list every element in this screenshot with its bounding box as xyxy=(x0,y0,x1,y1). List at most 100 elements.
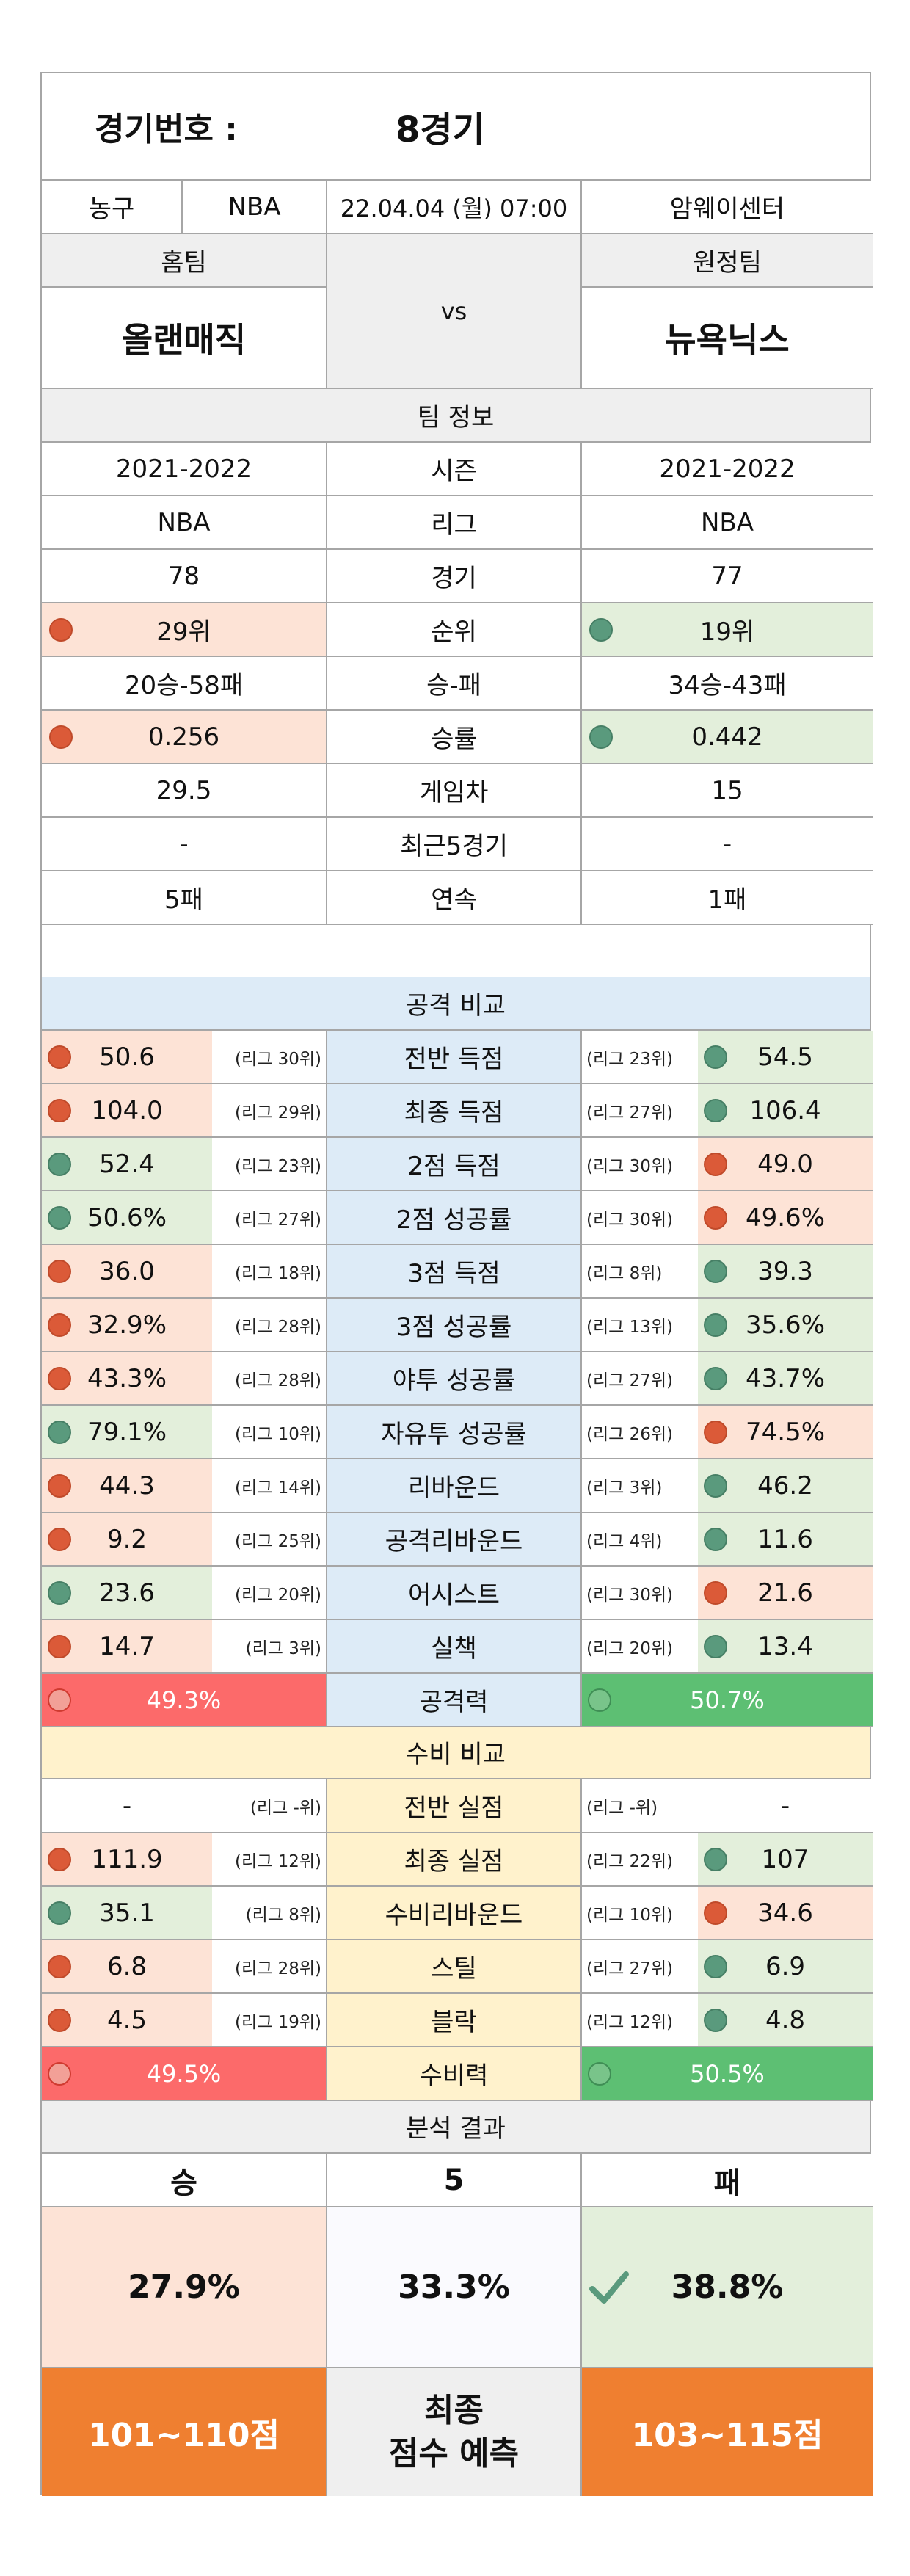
home-rank: (리그 28위) xyxy=(212,1299,327,1352)
home-value-cell: 35.1 xyxy=(42,1887,212,1940)
home-value: 29.5 xyxy=(156,775,212,805)
away-value: 19위 xyxy=(699,617,755,647)
away-rank: (리그 27위) xyxy=(582,1352,698,1406)
home-value-cell: 5패 xyxy=(42,871,327,925)
red-circle-icon xyxy=(704,1901,727,1925)
away-total-cell: 50.5% xyxy=(582,2047,873,2101)
away-value: 15 xyxy=(711,775,743,805)
away-value: 4.8 xyxy=(765,2005,806,2035)
match-info-row: 농구 NBA 22.04.04 (월) 07:00 암웨이센터 xyxy=(42,181,873,234)
home-value-cell: 23.6 xyxy=(42,1567,212,1620)
result-pct-row: 27.9% 33.3% 38.8% xyxy=(42,2207,873,2368)
away-value-cell: 1패 xyxy=(582,871,873,925)
green-circle-icon xyxy=(588,1688,611,1712)
defense-row: 35.1 (리그 8위) 수비리바운드 (리그 10위) 34.6 xyxy=(42,1887,873,1940)
lose-pct-cell: 38.8% xyxy=(582,2207,873,2368)
away-value-cell: 77 xyxy=(582,550,873,603)
home-total-cell: 49.3% xyxy=(42,1674,327,1727)
venue-cell: 암웨이센터 xyxy=(582,181,873,234)
red-circle-icon xyxy=(48,2061,71,2086)
home-value-cell: - xyxy=(42,818,327,871)
team-info-row: 29위 순위 19위 xyxy=(42,603,873,657)
away-rank: (리그 8위) xyxy=(582,1245,698,1299)
away-team-name: 뉴욕닉스 xyxy=(582,288,873,389)
attack-row: 104.0 (리그 29위) 최종 득점 (리그 27위) 106.4 xyxy=(42,1084,873,1138)
home-rank: (리그 18위) xyxy=(212,1245,327,1299)
away-value: 13.4 xyxy=(757,1631,813,1661)
attack-row: 23.6 (리그 20위) 어시스트 (리그 30위) 21.6 xyxy=(42,1567,873,1620)
away-value: - xyxy=(780,1790,790,1821)
datetime-cell: 22.04.04 (월) 07:00 xyxy=(327,181,582,234)
stat-label: 최종 실점 xyxy=(327,1833,582,1887)
home-value: 2021-2022 xyxy=(115,454,252,484)
home-value-cell: 0.256 xyxy=(42,711,327,764)
lose-label: 패 xyxy=(582,2154,873,2207)
away-value-cell: 6.9 xyxy=(698,1940,873,1994)
home-rank: (리그 12위) xyxy=(212,1833,327,1887)
green-circle-icon xyxy=(589,725,613,749)
team-info-row: 20승-58패 승-패 34승-43패 xyxy=(42,657,873,711)
home-rank: (리그 23위) xyxy=(212,1138,327,1191)
home-value: 20승-58패 xyxy=(124,671,244,700)
red-circle-icon xyxy=(48,1098,71,1122)
draw-label: 5 xyxy=(327,2154,582,2207)
green-circle-icon xyxy=(704,1954,727,1978)
red-circle-icon xyxy=(48,1527,71,1551)
away-rank: (리그 3위) xyxy=(582,1459,698,1513)
attack-row: 79.1% (리그 10위) 자유투 성공률 (리그 26위) 74.5% xyxy=(42,1406,873,1459)
away-value: 49.6% xyxy=(745,1202,825,1233)
home-value-cell: 79.1% xyxy=(42,1406,212,1459)
home-rank: (리그 20위) xyxy=(212,1567,327,1620)
defense-total-row: 49.5% 수비력 50.5% xyxy=(42,2047,873,2101)
home-value: 14.7 xyxy=(99,1631,155,1661)
stat-label: 리그 xyxy=(327,496,582,550)
home-rank: (리그 28위) xyxy=(212,1940,327,1994)
match-number-value: 8경기 xyxy=(396,109,485,150)
stat-label: 수비리바운드 xyxy=(327,1887,582,1940)
home-value: 35.1 xyxy=(99,1898,155,1928)
away-value-cell: 107 xyxy=(698,1833,873,1887)
home-rank: (리그 29위) xyxy=(212,1084,327,1138)
team-info-row: 0.256 승률 0.442 xyxy=(42,711,873,764)
red-circle-icon xyxy=(704,1205,727,1230)
green-circle-icon xyxy=(704,1259,727,1283)
away-rank: (리그 10위) xyxy=(582,1887,698,1940)
green-circle-icon xyxy=(48,1205,71,1230)
away-value: 46.2 xyxy=(757,1470,813,1501)
home-value: - xyxy=(122,1790,132,1821)
away-value-cell: 13.4 xyxy=(698,1620,873,1674)
home-value-cell: 50.6% xyxy=(42,1191,212,1245)
home-value-cell: 111.9 xyxy=(42,1833,212,1887)
prediction-line-1: 최종 xyxy=(424,2391,484,2429)
team-info-row: - 최근5경기 - xyxy=(42,818,873,871)
home-value-cell: 50.6 xyxy=(42,1031,212,1084)
green-circle-icon xyxy=(588,2061,611,2086)
away-rank: (리그 30위) xyxy=(582,1138,698,1191)
attack-row: 52.4 (리그 23위) 2점 득점 (리그 30위) 49.0 xyxy=(42,1138,873,1191)
home-value-cell: 43.3% xyxy=(42,1352,212,1406)
home-value-cell: 9.2 xyxy=(42,1513,212,1567)
home-value: 50.6 xyxy=(99,1042,155,1072)
away-value-cell: 74.5% xyxy=(698,1406,873,1459)
away-value-cell: 106.4 xyxy=(698,1084,873,1138)
team-info-title: 팀 정보 xyxy=(42,389,870,443)
home-rank: (리그 14위) xyxy=(212,1459,327,1513)
home-value: 0.256 xyxy=(148,722,220,752)
green-circle-icon xyxy=(589,617,613,642)
away-value-cell: 34.6 xyxy=(698,1887,873,1940)
home-value: 23.6 xyxy=(99,1578,155,1608)
stat-label: 게임차 xyxy=(327,764,582,818)
stat-label: 3점 성공률 xyxy=(327,1299,582,1352)
away-value-cell: NBA xyxy=(582,496,873,550)
home-value: 79.1% xyxy=(87,1417,167,1447)
stat-label: 순위 xyxy=(327,603,582,657)
away-total-cell: 50.7% xyxy=(582,1674,873,1727)
sport-cell: 농구 xyxy=(42,181,183,234)
stat-label: 자유투 성공률 xyxy=(327,1406,582,1459)
attack-title: 공격 비교 xyxy=(42,977,870,1031)
team-info-row: 2021-2022 시즌 2021-2022 xyxy=(42,443,873,496)
home-rank: (리그 3위) xyxy=(212,1620,327,1674)
away-rank: (리그 22위) xyxy=(582,1833,698,1887)
score-prediction-row: 101~110점 최종 점수 예측 103~115점 xyxy=(42,2368,873,2496)
attack-row: 50.6 (리그 30위) 전반 득점 (리그 23위) 54.5 xyxy=(42,1031,873,1084)
